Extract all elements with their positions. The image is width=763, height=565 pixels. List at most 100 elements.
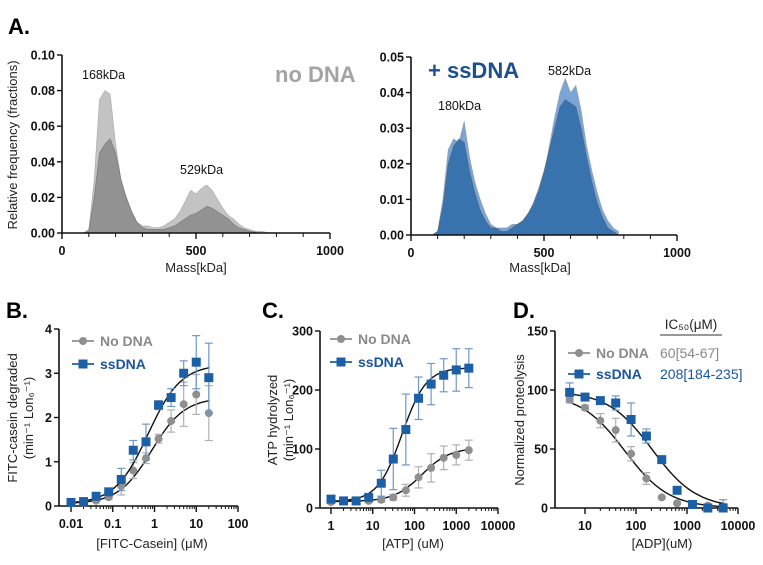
- peak-label: 168kDa: [82, 68, 125, 82]
- data-point-square: [451, 365, 461, 375]
- data-point-square: [641, 431, 651, 441]
- y-tick-label: 0.08: [31, 84, 55, 98]
- x-axis-title: Mass[kDa]: [165, 260, 226, 275]
- data-point-square: [414, 393, 424, 403]
- data-point-circle: [581, 403, 589, 412]
- y-tick-label: 200: [292, 384, 313, 398]
- y-tick-label: 0: [306, 502, 313, 516]
- legend-circle-icon: [79, 337, 87, 345]
- y-tick-label: 4: [45, 323, 52, 337]
- data-point-circle: [192, 390, 201, 399]
- x-tick-label: 10: [366, 519, 380, 533]
- chart-0: 0.00 0.02 0.04 0.06 0.08 0.10 0 500 1000 Mass[kDa…: [5, 49, 356, 276]
- legend-label: ssDNA: [596, 366, 642, 382]
- data-point-circle: [389, 493, 398, 502]
- y-axis-title: ATP hydrolyzed: [265, 375, 280, 466]
- data-point-circle: [611, 426, 620, 435]
- x-tick-label: 10000: [481, 519, 516, 533]
- y-tick-label: 0.04: [380, 86, 404, 100]
- legend-circle-icon: [575, 349, 583, 357]
- y-tick-label: 0.03: [380, 122, 404, 136]
- y-tick-label: 0.02: [380, 157, 404, 171]
- y-tick-label: 0.10: [31, 49, 55, 63]
- histogram-area-2: [83, 138, 272, 234]
- data-point-circle: [673, 499, 682, 508]
- y-tick-label: 150: [527, 325, 548, 339]
- y-axis-title: FITC-casein degraded: [5, 353, 20, 482]
- panel-label-c: C.: [262, 298, 284, 323]
- data-point-square: [464, 363, 474, 373]
- data-point-square: [364, 492, 374, 502]
- title-no-dna: no DNA: [275, 62, 356, 87]
- data-point-square: [339, 496, 349, 506]
- x-tick-label: 1000: [663, 246, 691, 260]
- y-axis-title: (min⁻¹ Lon₆⁻¹): [281, 379, 296, 462]
- data-point-square: [626, 415, 636, 424]
- peak-label: 582kDa: [548, 64, 591, 78]
- y-tick-label: 0.04: [31, 155, 55, 169]
- x-axis-title: [FITC-Casein] (μM): [96, 536, 208, 551]
- panel-label-b: B.: [6, 298, 28, 323]
- fit-curve-square: [70, 366, 210, 504]
- y-tick-label: 0: [45, 500, 52, 514]
- x-tick-label: 0: [408, 246, 415, 260]
- ic50-value: 208[184-235]: [660, 366, 743, 382]
- data-point-circle: [204, 409, 213, 418]
- x-tick-label: 1000: [673, 519, 701, 533]
- y-axis-title: (min⁻¹ Lon₆⁻¹): [21, 377, 36, 460]
- x-tick-label: 10000: [721, 519, 756, 533]
- y-tick-label: 3: [45, 367, 52, 381]
- data-point-square: [66, 497, 76, 507]
- x-tick-label: 10: [578, 519, 592, 533]
- y-tick-label: 0.00: [380, 229, 404, 243]
- data-point-circle: [179, 400, 188, 409]
- x-tick-label: 1000: [442, 519, 470, 533]
- x-tick-label: 500: [534, 246, 555, 260]
- x-tick-label: 10: [189, 517, 203, 531]
- data-point-circle: [414, 473, 423, 482]
- y-tick-label: 100: [527, 384, 548, 398]
- peak-label: 180kDa: [438, 99, 481, 113]
- y-axis-title: Normalized proteolysis: [512, 354, 527, 486]
- x-tick-label: 1: [328, 519, 335, 533]
- data-point-circle: [154, 434, 163, 443]
- legend-label: No DNA: [100, 333, 153, 349]
- data-point-square: [104, 487, 114, 497]
- data-point-square: [141, 437, 151, 447]
- x-tick-label: 1: [151, 517, 158, 531]
- plots: 0.000.020.040.060.080.100 500 1000Mass[kDa…: [5, 49, 755, 552]
- x-axis-title: Mass[kDa]: [509, 260, 570, 275]
- data-point-square: [426, 379, 436, 389]
- data-point-square: [439, 370, 449, 380]
- fit-curve-circle: [330, 448, 470, 503]
- data-point-square: [565, 387, 575, 397]
- data-point-square: [326, 494, 336, 504]
- y-tick-label: 50: [534, 443, 548, 457]
- x-tick-label: 100: [626, 519, 647, 533]
- x-tick-label: 100: [404, 519, 425, 533]
- data-point-square: [191, 357, 201, 367]
- x-axis-title: [ATP] (uM): [382, 536, 444, 551]
- chart-4: 0 50 100 150 10 100 1000 10000 [ADP](uM) Normaliz…: [512, 317, 755, 551]
- legend-circle-icon: [337, 335, 345, 343]
- data-point-circle: [167, 417, 176, 426]
- legend-square-icon: [336, 357, 346, 367]
- y-tick-label: 300: [292, 325, 313, 339]
- data-point-circle: [642, 474, 651, 483]
- fit-curve-square: [330, 367, 470, 502]
- title-ssdna: + ssDNA: [428, 58, 519, 83]
- chart-2: 0 1 2 3 4 0.01 0.1 1 10 100 [FITC-Casein] (μM) FITC…: [5, 323, 248, 552]
- data-point-square: [79, 497, 89, 507]
- data-point-square: [718, 503, 728, 513]
- chart-1: 0.00 0.01 0.02 0.03 0.04 0.05 0 500 1000 Mass[kDa…: [380, 51, 691, 276]
- histogram-area-2: [432, 99, 620, 236]
- data-point-square: [388, 454, 398, 464]
- data-point-square: [116, 474, 126, 484]
- fit-curve-square: [568, 393, 725, 505]
- ic50-value: 60[54-67]: [660, 345, 719, 361]
- data-point-square: [703, 503, 713, 513]
- x-tick-label: 500: [186, 244, 207, 258]
- data-point-square: [91, 491, 101, 501]
- data-point-square: [672, 485, 682, 495]
- data-point-circle: [401, 486, 410, 495]
